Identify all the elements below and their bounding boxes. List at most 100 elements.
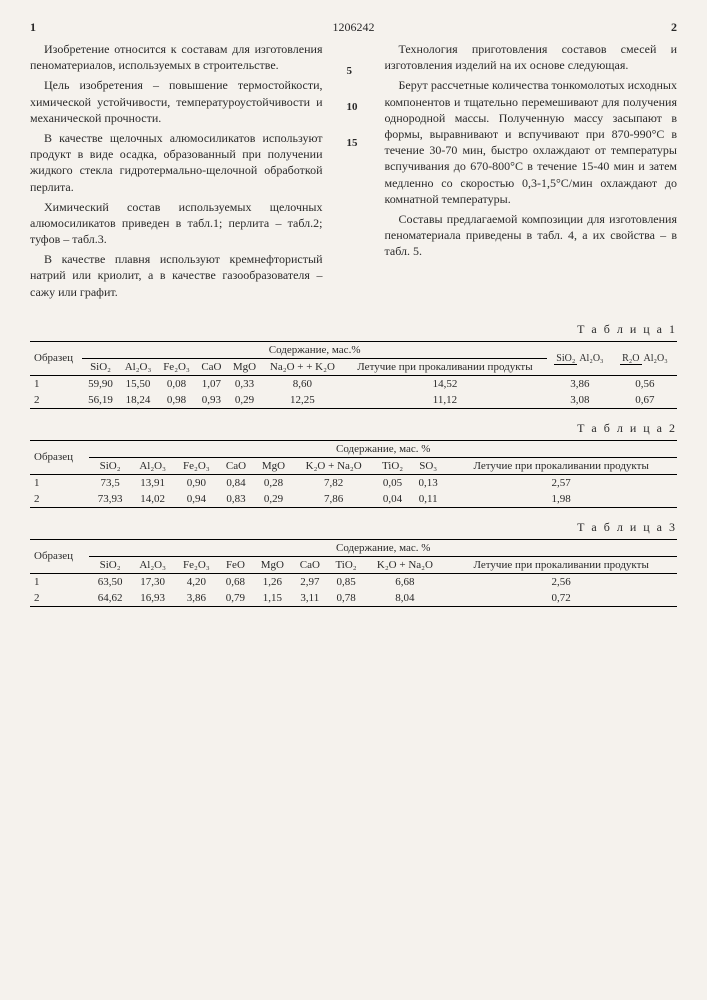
- table-cell: 3,86: [175, 590, 219, 607]
- table-cell: 2: [30, 392, 82, 409]
- table-cell: 2: [30, 491, 89, 508]
- table-cell: 0,13: [411, 474, 445, 491]
- table-cell: 1,07: [196, 375, 227, 392]
- table-cell: 0,04: [374, 491, 411, 508]
- table-cell: 64,62: [89, 590, 130, 607]
- table-cell: 0,29: [254, 491, 293, 508]
- table-cell: 18,24: [119, 392, 158, 409]
- line-mark: 15: [347, 137, 361, 149]
- table-cell: 0,78: [328, 590, 365, 607]
- table-cell: 0,93: [196, 392, 227, 409]
- table-cell: 3,08: [547, 392, 613, 409]
- paragraph: Технология приготовления составов смесей…: [385, 41, 678, 73]
- table-cell: 7,82: [293, 474, 374, 491]
- table-cell: 2,57: [445, 474, 677, 491]
- col-header: TiO₂: [374, 457, 411, 474]
- table-cell: 11,12: [343, 392, 547, 409]
- table-cell: 7,86: [293, 491, 374, 508]
- col-header: MgO: [254, 457, 293, 474]
- table-group-header: Содержание, мас. %: [89, 539, 677, 556]
- right-column: Технология приготовления составов смесей…: [385, 41, 678, 304]
- two-column-text: Изобретение относится к составам для изг…: [30, 41, 677, 304]
- table-cell: 8,04: [364, 590, 445, 607]
- ratio-header-2: R₂OAl₂O₃: [613, 341, 677, 375]
- table-cell: 0,84: [218, 474, 254, 491]
- col-header: MgO: [227, 358, 262, 375]
- col-header: CaO: [292, 556, 328, 573]
- table-row-header: Образец: [30, 440, 89, 474]
- table-cell: 1,26: [253, 573, 292, 590]
- col-header: Al₂O₃: [131, 457, 175, 474]
- col-header: CaO: [218, 457, 254, 474]
- table-1: Образец Содержание, мас.% SiO₂Al₂O₃ R₂OA…: [30, 341, 677, 409]
- table-cell: 0,33: [227, 375, 262, 392]
- table-cell: 0,79: [218, 590, 252, 607]
- table-cell: 2: [30, 590, 89, 607]
- table-cell: 16,93: [131, 590, 175, 607]
- page-number-left: 1: [30, 20, 36, 35]
- table-3-caption: Т а б л и ц а 3: [30, 520, 677, 535]
- table-cell: 1: [30, 375, 82, 392]
- table-cell: 3,11: [292, 590, 328, 607]
- table-row: 264,6216,933,860,791,153,110,788,040,72: [30, 590, 677, 607]
- table-group-header: Содержание, мас. %: [89, 440, 677, 457]
- col-header: MgO: [253, 556, 292, 573]
- table-cell: 6,68: [364, 573, 445, 590]
- table-2: Образец Содержание, мас. % SiO₂ Al₂O₃ Fe…: [30, 440, 677, 508]
- line-mark: 10: [347, 101, 361, 113]
- col-header: CaO: [196, 358, 227, 375]
- table-cell: 0,28: [254, 474, 293, 491]
- table-cell: 0,05: [374, 474, 411, 491]
- table-cell: 1: [30, 474, 89, 491]
- table-3: Образец Содержание, мас. % SiO₂ Al₂O₃ Fe…: [30, 539, 677, 607]
- line-mark: 5: [347, 65, 361, 77]
- col-header: Летучие при прокаливании продукты: [445, 457, 677, 474]
- col-header: K₂O + Na₂O: [364, 556, 445, 573]
- table-cell: 2,97: [292, 573, 328, 590]
- paragraph: Химический состав используемых щелочных …: [30, 199, 323, 248]
- col-header: TiO₂: [328, 556, 365, 573]
- col-header: Al₂O₃: [119, 358, 158, 375]
- table-cell: 0,83: [218, 491, 254, 508]
- table-2-caption: Т а б л и ц а 2: [30, 421, 677, 436]
- document-number: 1206242: [333, 20, 375, 35]
- paragraph: В качестве щелочных алюмосиликатов испол…: [30, 130, 323, 195]
- paragraph: Берут рассчетные количества тонкомолотых…: [385, 77, 678, 207]
- col-header: SiO₂: [89, 457, 130, 474]
- table-row: 159,9015,500,081,070,338,6014,523,860,56: [30, 375, 677, 392]
- table-row-header: Образец: [30, 539, 89, 573]
- table-cell: 0,98: [157, 392, 196, 409]
- table-cell: 14,02: [131, 491, 175, 508]
- line-number-markers: 5 10 15: [347, 41, 361, 304]
- table-cell: 15,50: [119, 375, 158, 392]
- table-cell: 59,90: [82, 375, 118, 392]
- col-header: Fe₂O₃: [175, 457, 219, 474]
- table-cell: 4,20: [175, 573, 219, 590]
- page-header: 1 1206242 2: [30, 20, 677, 35]
- table-row-header: Образец: [30, 341, 82, 375]
- table-cell: 0,85: [328, 573, 365, 590]
- table-cell: 0,29: [227, 392, 262, 409]
- table-row: 256,1918,240,980,930,2912,2511,123,080,6…: [30, 392, 677, 409]
- table-cell: 0,67: [613, 392, 677, 409]
- paragraph: В качестве плавня используют кремнефтори…: [30, 251, 323, 300]
- table-cell: 13,91: [131, 474, 175, 491]
- left-column: Изобретение относится к составам для изг…: [30, 41, 323, 304]
- table-cell: 1: [30, 573, 89, 590]
- col-header: Летучие при прокаливании продукты: [445, 556, 677, 573]
- col-header: Al₂O₃: [131, 556, 175, 573]
- table-cell: 0,72: [445, 590, 677, 607]
- table-cell: 73,93: [89, 491, 130, 508]
- table-cell: 8,60: [262, 375, 343, 392]
- col-header: SiO₂: [82, 358, 118, 375]
- page-number-right: 2: [671, 20, 677, 35]
- table-row: 163,5017,304,200,681,262,970,856,682,56: [30, 573, 677, 590]
- col-header: FeO: [218, 556, 252, 573]
- table-cell: 0,68: [218, 573, 252, 590]
- table-cell: 3,86: [547, 375, 613, 392]
- table-cell: 14,52: [343, 375, 547, 392]
- paragraph: Составы предлагаемой композиции для изго…: [385, 211, 678, 260]
- table-cell: 17,30: [131, 573, 175, 590]
- table-cell: 0,94: [175, 491, 219, 508]
- table-row: 273,9314,020,940,830,297,860,040,111,98: [30, 491, 677, 508]
